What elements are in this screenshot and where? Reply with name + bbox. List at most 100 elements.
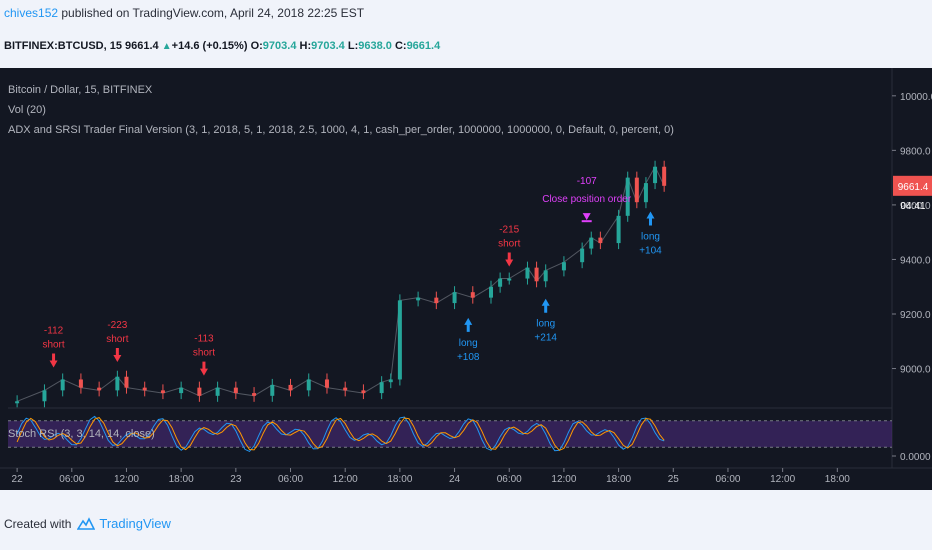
last-price-badge (893, 175, 932, 196)
candle-body (215, 387, 220, 396)
candle-body (543, 270, 548, 282)
tradingview-brand: TradingView (99, 516, 171, 531)
candle-body (60, 379, 65, 391)
candle-body (379, 382, 384, 394)
high-value: 9703.4 (311, 40, 345, 52)
candle-body (662, 166, 667, 186)
low-value: 9638.0 (358, 40, 392, 52)
long-pnl: +108 (457, 352, 480, 363)
chart-frame[interactable]: 10000.0 9800.0 9600.0 9400.0 9200.0 9000.0 22 0… (0, 68, 932, 490)
close-order-pnl: -107 (577, 176, 597, 187)
candle-body (525, 267, 530, 279)
long-arrow-icon (541, 298, 550, 313)
last-price-text: 9661.4 (898, 182, 929, 193)
long-pnl: +214 (534, 333, 557, 344)
x-tick-label: 18:00 (606, 474, 631, 485)
short-label: short (193, 348, 215, 359)
open-label: O: (250, 40, 263, 52)
candle-body (343, 387, 348, 391)
candle-body (498, 278, 503, 287)
open-value: 9703.4 (262, 40, 297, 52)
created-with-text: Created with (4, 516, 72, 531)
candle-body (252, 393, 257, 396)
candle-body (580, 248, 585, 263)
x-tick-label: 25 (668, 474, 680, 485)
candle-body (452, 292, 457, 304)
candle-body (634, 177, 639, 203)
short-pnl: -223 (107, 320, 127, 331)
price-change: +14.6 (+0.15%) (171, 40, 248, 52)
close-label: C: (394, 40, 407, 52)
x-tick-label: 06:00 (59, 474, 84, 485)
candle-body (197, 387, 202, 396)
long-label: long (536, 319, 555, 330)
stoch-d-line (16, 417, 665, 451)
candle-body (142, 387, 147, 391)
long-label: long (459, 338, 478, 349)
tradingview-logo[interactable]: TradingView (77, 516, 171, 531)
ohlc-line: BITFINEX:BTCUSD, 15 9661.4 ▲+14.6 (+0.15… (4, 40, 440, 52)
last-price: 9661.4 (125, 40, 159, 52)
legend-main[interactable]: Bitcoin / Dollar, 15, BITFINEX (8, 84, 153, 96)
countdown-text: 04:41 (900, 201, 925, 212)
chart-svg[interactable]: 10000.0 9800.0 9600.0 9400.0 9200.0 9000.0 22 0… (0, 68, 932, 490)
candle-body (434, 297, 439, 304)
x-tick-label: 12:00 (770, 474, 795, 485)
y-tick-label: 9800.0 (900, 146, 931, 157)
x-tick-label: 22 (12, 474, 24, 485)
high-label: H: (299, 40, 312, 52)
publish-line: chives152 published on TradingView.com, … (4, 6, 364, 20)
legend-vol[interactable]: Vol (20) (8, 104, 46, 116)
x-tick-label: 24 (449, 474, 461, 485)
candle-body (115, 376, 120, 391)
author-link[interactable]: chives152 (4, 6, 59, 20)
tradingview-cloud-icon (77, 516, 96, 530)
close-value: 9661.4 (406, 40, 441, 52)
candle-body (78, 379, 83, 388)
candle-body (470, 292, 475, 298)
legend-strategy[interactable]: ADX and SRSI Trader Final Version (3, 1,… (8, 124, 674, 136)
long-arrow-icon (464, 317, 473, 332)
candle-body (388, 379, 393, 383)
short-label: short (498, 239, 520, 250)
candle-body (534, 267, 539, 282)
candle-body (625, 177, 630, 216)
x-tick-label: 06:00 (497, 474, 522, 485)
short-pnl: -215 (499, 225, 519, 236)
short-arrow-icon (49, 353, 58, 368)
stoch-tick-label: 0.0000 (900, 452, 931, 463)
low-label: L: (347, 40, 359, 52)
candle-body (97, 387, 102, 391)
short-arrow-icon (505, 252, 514, 267)
candle-body (124, 376, 129, 388)
y-tick-label: 9400.0 (900, 255, 931, 266)
short-label: short (106, 334, 128, 345)
candle-body (361, 390, 366, 394)
legend-stoch[interactable]: Stoch RSI (3, 3, 14, 14, close) (8, 428, 155, 440)
x-tick-label: 18:00 (825, 474, 850, 485)
close-order-label: Close position order (542, 194, 632, 205)
candle-body (616, 215, 621, 244)
candle-body (598, 237, 603, 244)
candle-body (416, 297, 421, 301)
long-arrow-icon (646, 211, 655, 226)
candle-body (270, 384, 275, 396)
candle-body (288, 384, 293, 391)
y-tick-label: 9000.0 (900, 365, 931, 376)
short-pnl: -112 (44, 325, 64, 336)
candle-body (15, 401, 20, 404)
y-tick-label: 9200.0 (900, 310, 931, 321)
close-order-arrow-icon (582, 213, 591, 221)
footer: Created with TradingView (4, 516, 171, 531)
x-tick-label: 18:00 (169, 474, 194, 485)
candle-body (561, 262, 566, 271)
short-arrow-icon (113, 348, 122, 362)
up-triangle-icon: ▲ (161, 41, 172, 52)
short-label: short (42, 339, 64, 350)
candle-body (160, 390, 165, 394)
candle-body (179, 387, 184, 394)
symbol-label[interactable]: BITFINEX:BTCUSD, 15 (4, 40, 122, 52)
candle-body (42, 390, 47, 402)
y-tick-label: 9600.0 (900, 201, 931, 212)
x-tick-label: 12:00 (333, 474, 358, 485)
